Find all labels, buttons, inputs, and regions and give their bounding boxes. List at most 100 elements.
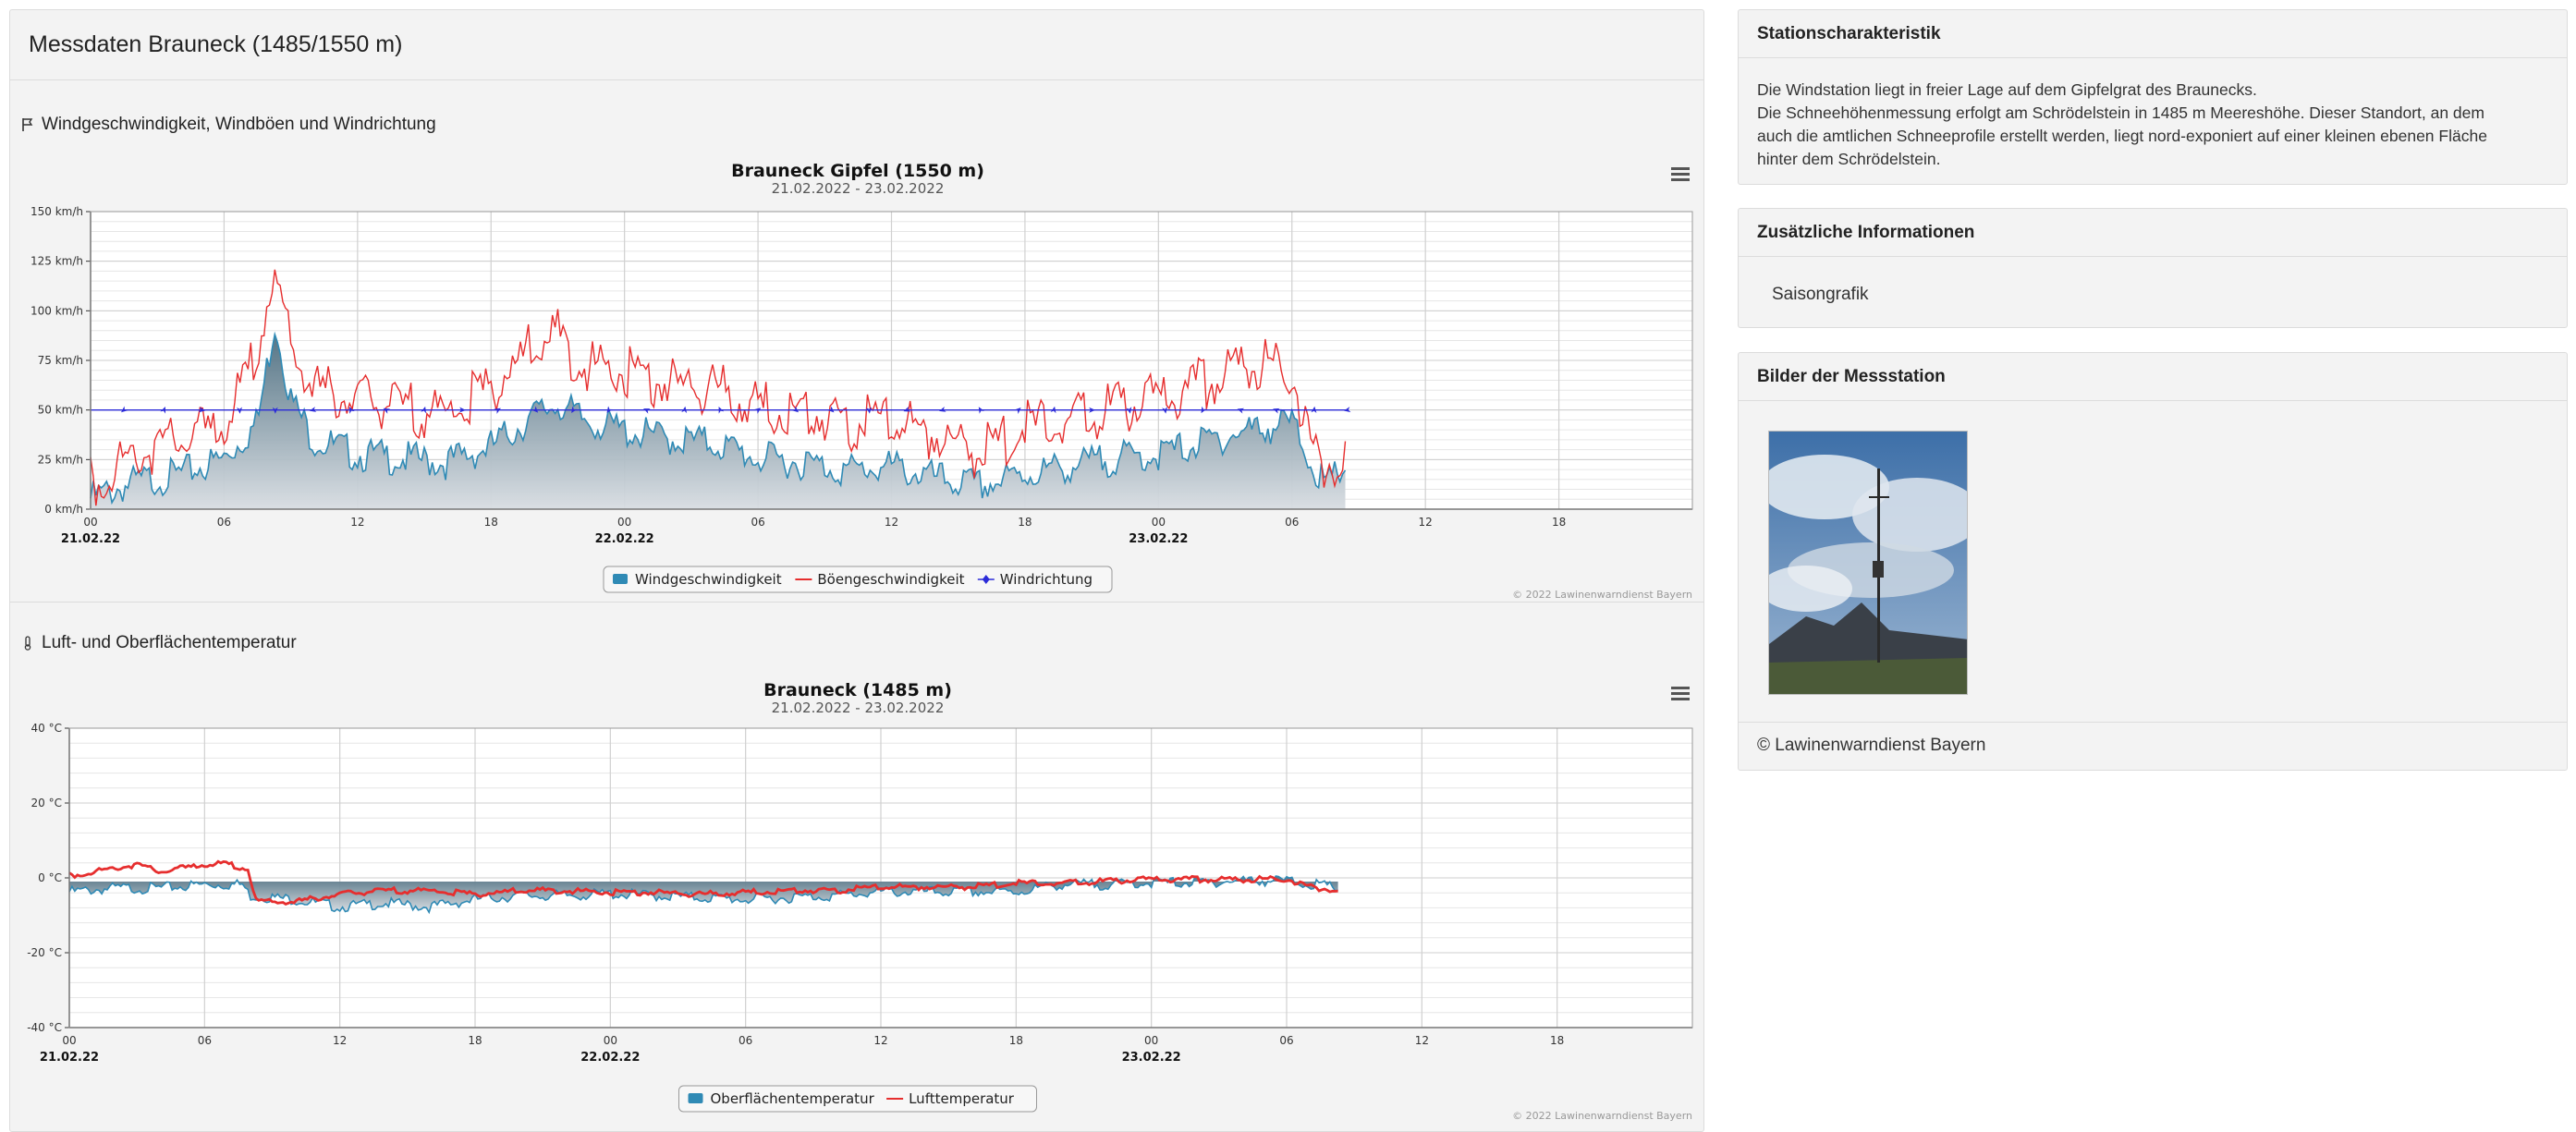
chart-subtitle: 21.02.2022 - 23.02.2022 — [772, 700, 945, 716]
legend-item[interactable]: Lufttemperatur — [886, 1090, 1015, 1107]
menu-bar — [1671, 173, 1690, 176]
direction-marker — [1050, 406, 1056, 414]
direction-arrow — [160, 406, 166, 414]
legend-swatch — [613, 574, 628, 584]
y-tick-label: 40 °C — [31, 722, 62, 735]
x-tick-label: 18 — [1009, 1034, 1023, 1047]
series-line-lufttemperatur — [68, 859, 1338, 906]
direction-arrow — [1126, 407, 1132, 414]
direction-arrow — [198, 407, 206, 413]
chart-credit: © 2022 Lawinenwarndienst Bayern — [1512, 589, 1692, 601]
direction-marker — [827, 406, 835, 413]
direction-arrow — [1273, 408, 1280, 414]
y-tick-label: 0 km/h — [44, 503, 83, 516]
direction-arrow — [309, 407, 317, 412]
x-tick-label: 00 — [83, 516, 97, 529]
chart-legend: Oberflächentemperatur Lufttemperatur — [678, 1085, 1037, 1113]
legend-item[interactable]: Oberflächentemperatur — [688, 1090, 875, 1107]
page-title: Messdaten Brauneck (1485/1550 m) — [10, 10, 1703, 80]
direction-arrow — [1050, 406, 1056, 414]
direction-marker — [681, 406, 688, 414]
legend-item[interactable]: Windgeschwindigkeit — [613, 571, 782, 588]
x-tick-label: 00 — [1144, 1034, 1158, 1047]
legend-item[interactable]: Windrichtung — [977, 571, 1093, 588]
direction-arrow — [494, 408, 501, 414]
legend-label: Windrichtung — [1000, 571, 1093, 588]
direction-arrow — [753, 408, 762, 414]
y-tick-label: 75 km/h — [38, 354, 83, 367]
direction-arrow — [383, 408, 391, 414]
legend-box — [603, 566, 1113, 593]
x-tick-label: 18 — [1018, 516, 1032, 529]
direction-arrow — [1311, 406, 1317, 414]
direction-marker — [978, 407, 984, 414]
direction-arrow — [272, 407, 278, 414]
station-photo[interactable] — [1768, 431, 1968, 695]
thermometer-icon — [24, 636, 31, 651]
direction-arrow — [827, 406, 835, 413]
legend-item[interactable]: Böengeschwindigkeit — [795, 571, 965, 588]
wind-section-title: Windgeschwindigkeit, Windböen und Windri… — [21, 115, 436, 135]
direction-arrow — [237, 407, 243, 414]
x-tick-label: 12 — [873, 1034, 887, 1047]
legend-label: Oberflächentemperatur — [711, 1090, 875, 1107]
direction-marker — [1273, 408, 1280, 414]
direction-marker — [272, 407, 278, 414]
direction-marker — [718, 407, 725, 414]
x-date-label: 22.02.22 — [580, 1051, 640, 1065]
menu-bar — [1671, 167, 1690, 170]
direction-marker — [421, 406, 427, 414]
station-line: auch die amtlichen Schneeprofile erstell… — [1757, 127, 2487, 145]
direction-marker — [753, 408, 762, 414]
direction-arrow — [978, 407, 984, 414]
series-line-böengeschwindigkeit — [90, 269, 1347, 506]
menu-bar — [1671, 178, 1690, 181]
direction-arrow — [1014, 407, 1021, 414]
temp-chart-svg: Brauneck (1485 m)21.02.2022 - 23.02.2022… — [27, 680, 1693, 1122]
x-tick-label: 18 — [484, 516, 498, 529]
direction-arrow — [939, 406, 946, 412]
direction-arrow — [866, 407, 873, 414]
section-divider — [10, 602, 1703, 603]
chart-menu-icon[interactable] — [1671, 687, 1690, 700]
temp-chart: Brauneck (1485 m) 21.02.2022 - 23.02.2022… — [10, 668, 1705, 1125]
direction-arrow — [348, 407, 355, 414]
photo-credit: © Lawinenwarndienst Bayern — [1739, 722, 2567, 770]
x-tick-label: 12 — [333, 1034, 347, 1047]
direction-arrow — [1237, 408, 1245, 414]
additional-info-title: Zusätzliche Informationen — [1739, 209, 2567, 257]
flag-icon — [22, 118, 33, 131]
direction-arrow — [120, 406, 128, 413]
x-tick-label: 18 — [1552, 516, 1566, 529]
direction-marker — [309, 407, 317, 412]
menu-bar — [1671, 687, 1690, 689]
station-images-title: Bilder der Messstation — [1739, 353, 2567, 401]
direction-arrow — [458, 407, 466, 413]
direction-marker — [903, 406, 911, 412]
direction-marker — [383, 408, 391, 414]
direction-marker — [348, 407, 355, 414]
x-tick-label: 12 — [885, 516, 898, 529]
y-tick-label: 100 km/h — [31, 304, 83, 317]
chart-menu-icon[interactable] — [1671, 167, 1690, 181]
direction-marker — [1311, 406, 1317, 414]
x-date-label: 21.02.22 — [40, 1051, 99, 1065]
direction-arrow — [903, 406, 911, 412]
legend-swatch — [688, 1093, 703, 1103]
direction-marker — [237, 407, 243, 414]
direction-marker — [160, 406, 166, 414]
x-tick-label: 00 — [1152, 516, 1166, 529]
x-tick-label: 06 — [217, 516, 231, 529]
x-tick-label: 06 — [1279, 1034, 1293, 1047]
season-graphic-link[interactable]: Saisongrafik — [1772, 285, 1869, 304]
y-tick-label: 0 °C — [38, 871, 62, 884]
y-tick-label: 125 km/h — [31, 255, 83, 268]
menu-bar — [1671, 698, 1690, 700]
direction-marker — [1201, 406, 1207, 414]
y-tick-label: 20 °C — [31, 797, 62, 809]
x-tick-label: 12 — [1419, 516, 1433, 529]
wind-chart-svg: Brauneck Gipfel (1550 m)21.02.2022 - 23.… — [31, 161, 1693, 601]
direction-marker — [1126, 407, 1132, 414]
direction-marker — [531, 406, 539, 413]
direction-marker — [1237, 408, 1245, 414]
